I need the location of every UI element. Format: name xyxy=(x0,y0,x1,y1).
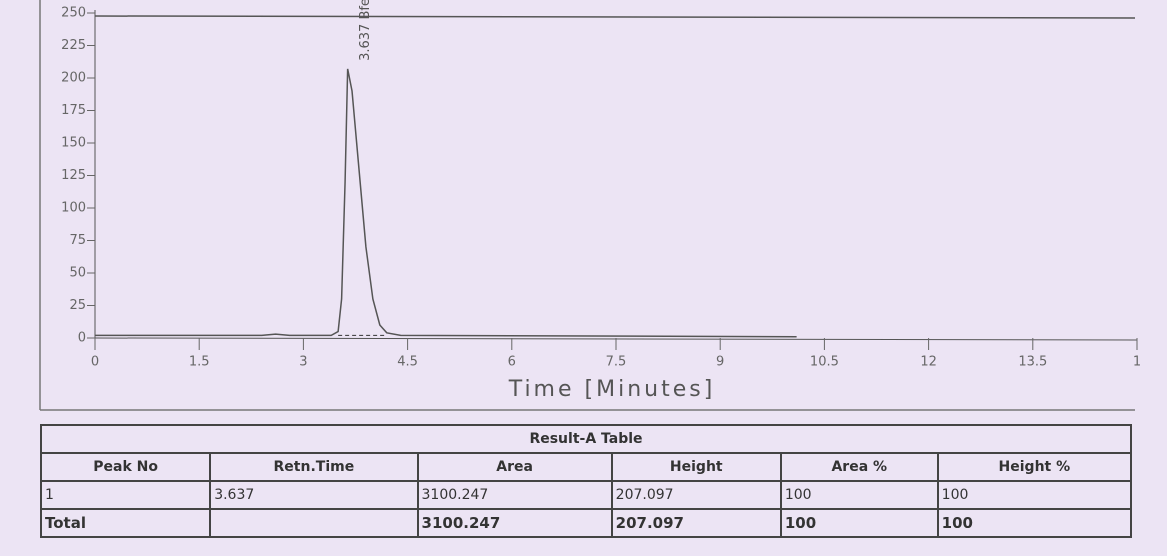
x-tick-label: 3 xyxy=(299,355,307,370)
y-tick-label: 125 xyxy=(61,168,86,183)
y-tick-label: 200 xyxy=(61,71,86,86)
table-cell: 3100.247 xyxy=(416,508,613,538)
x-tick-label: 6 xyxy=(508,355,516,370)
x-tick-label: 0 xyxy=(91,355,99,370)
signal-line xyxy=(95,68,797,338)
x-tick-label: 4.5 xyxy=(397,355,418,370)
table-row: Total 3100.247 207.097 100 100 xyxy=(39,508,1133,538)
y-tick-label: 150 xyxy=(61,136,86,151)
table-cell: Total xyxy=(39,508,212,538)
x-tick-label: 12 xyxy=(920,355,937,370)
table-cell: Retn.Time xyxy=(209,452,419,482)
table-cell: 1 xyxy=(39,480,212,510)
table-cell: Height xyxy=(610,452,782,482)
table-cell: 100 xyxy=(936,508,1133,538)
x-tick-label: 1.5 xyxy=(189,355,210,370)
y-tick-label: 50 xyxy=(69,266,86,281)
table-cell: 207.097 xyxy=(610,508,782,538)
x-tick-label: 13.5 xyxy=(1018,355,1047,370)
y-tick-label: 175 xyxy=(61,103,86,118)
table-cell xyxy=(209,508,419,538)
header-row: Peak No Retn.Time Area Height Area % Height % xyxy=(39,452,1133,482)
table-cell: Area % xyxy=(779,452,939,482)
table-title: Result-A Table xyxy=(40,424,1132,454)
x-tick-label: 10.5 xyxy=(810,355,839,370)
x-tick-label: 1 xyxy=(1133,355,1141,370)
table-cell: 100 xyxy=(779,508,939,538)
table-cell: 3.637 xyxy=(209,480,419,510)
plot-top xyxy=(94,15,1136,19)
table-cell: 100 xyxy=(936,480,1133,510)
table-cell: 207.097 xyxy=(610,480,782,510)
table-cell: Peak No xyxy=(39,452,212,482)
x-tick-label: 7.5 xyxy=(606,355,627,370)
y-tick-label: 25 xyxy=(69,298,86,313)
result-table: Result-A Table Peak No Retn.Time Area Heigh… xyxy=(39,424,1133,538)
y-tick-label: 0 xyxy=(78,331,86,346)
table-cell: 3100.247 xyxy=(416,480,613,510)
peak-annotation: 3.637 Bfe xyxy=(358,0,373,61)
x-tick-label: 9 xyxy=(716,355,724,370)
table-cell: Area xyxy=(416,452,613,482)
y-tick-label: 75 xyxy=(69,233,86,248)
chart: Time [Minutes] 0 25 50 75 100 125 150 175 200 225… xyxy=(39,0,1141,411)
y-tick-label: 225 xyxy=(61,38,86,53)
x-axis-label: Time [Minutes] xyxy=(508,377,716,402)
table-cell: 100 xyxy=(779,480,939,510)
table-row: 1 3.637 3100.247 207.097 100 100 xyxy=(39,480,1133,510)
y-tick-label: 100 xyxy=(61,201,86,216)
table-cell: Height % xyxy=(936,452,1133,482)
y-tick-label: 250 xyxy=(61,6,86,21)
